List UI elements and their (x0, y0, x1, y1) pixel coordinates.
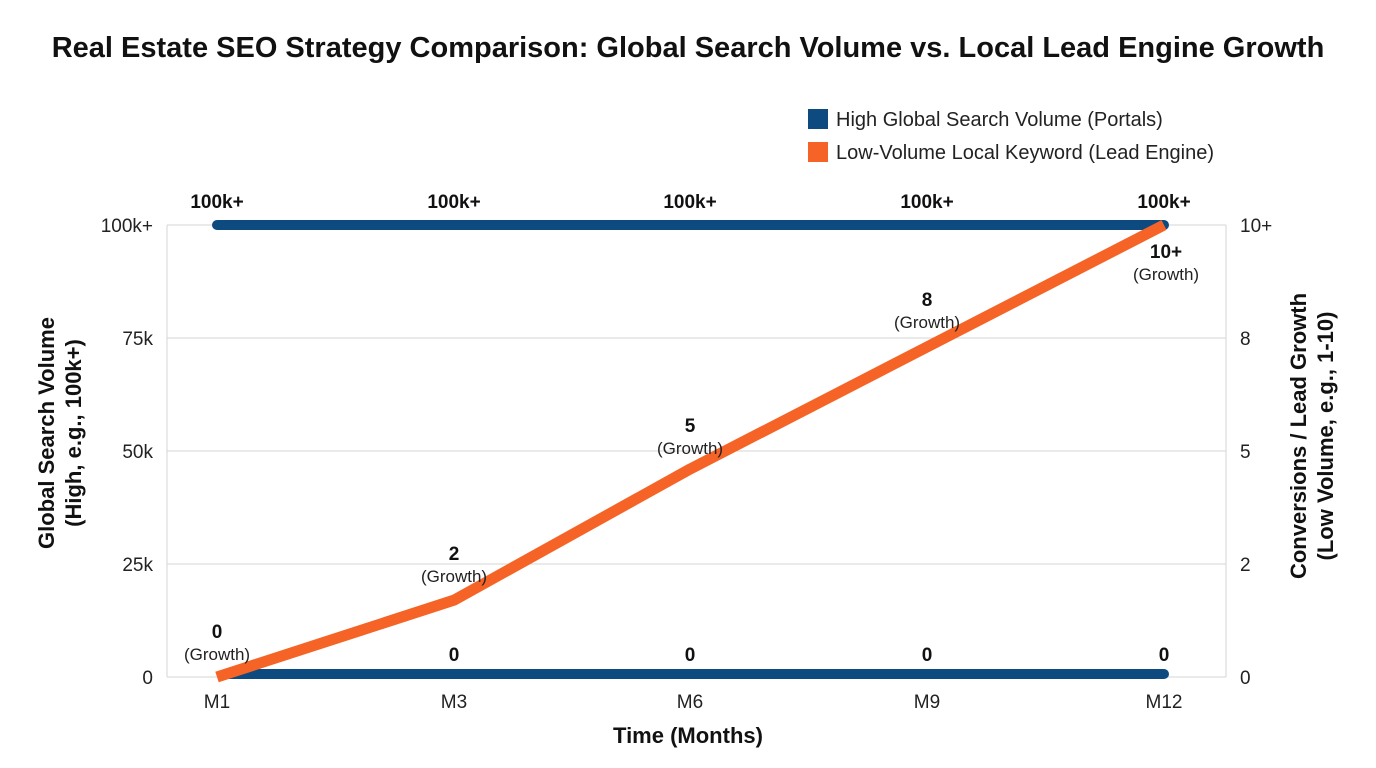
left-axis-title-line-2: (High, e.g., 100k+) (61, 339, 86, 527)
left-tick-label: 25k (122, 555, 153, 576)
legend-label-portals: High Global Search Volume (Portals) (836, 109, 1163, 131)
x-tick-label: M1 (204, 692, 230, 713)
right-tick-label: 8 (1240, 329, 1251, 350)
data-sublabel-lead-engine: (Growth) (1133, 265, 1199, 284)
series-line-lead-engine (215, 220, 1167, 683)
left-tick-label: 75k (122, 329, 153, 350)
left-axis-title: Global Search Volume (High, e.g., 100k+) (34, 317, 86, 549)
left-tick-label: 0 (142, 668, 153, 689)
x-tick-label: M3 (441, 692, 467, 713)
right-axis-title-line-2: (Low Volume, e.g., 1-10) (1313, 312, 1338, 561)
right-axis-title: Conversions / Lead Growth (Low Volume, e… (1286, 293, 1338, 579)
data-label-lead-engine: 0 (212, 622, 223, 643)
data-label-lead-engine: 10+ (1150, 242, 1182, 263)
data-label-portals-top: 100k+ (663, 192, 716, 213)
legend-label-lead-engine: Low-Volume Local Keyword (Lead Engine) (836, 142, 1214, 164)
data-label-lead-engine: 5 (685, 416, 696, 437)
data-label-portals-top: 100k+ (900, 192, 953, 213)
right-tick-label: 5 (1240, 442, 1251, 463)
legend: High Global Search Volume (Portals) Low-… (808, 109, 1214, 164)
legend-swatch-lead-engine (808, 142, 828, 162)
legend-swatch-portals (808, 109, 828, 129)
data-label-lead-engine: 8 (922, 290, 933, 311)
data-label-portals-zero: 0 (922, 645, 933, 666)
right-axis-title-line-1: Conversions / Lead Growth (1286, 293, 1311, 579)
x-axis-title: Time (Months) (613, 723, 763, 748)
data-label-portals-top: 100k+ (1137, 192, 1190, 213)
left-tick-label: 100k+ (101, 216, 153, 237)
right-tick-label: 10+ (1240, 216, 1272, 237)
data-label-portals-zero: 0 (449, 645, 460, 666)
data-sublabel-lead-engine: (Growth) (657, 439, 723, 458)
left-axis-title-line-1: Global Search Volume (34, 317, 59, 549)
data-label-portals-zero: 0 (685, 645, 696, 666)
data-label-lead-engine: 2 (449, 544, 460, 565)
left-axis-ticks: 0 25k 50k 75k 100k+ (101, 216, 154, 689)
data-label-portals-zero: 0 (1159, 645, 1170, 666)
right-axis-ticks: 0 2 5 8 10+ (1240, 216, 1272, 689)
right-tick-label: 0 (1240, 668, 1251, 689)
x-axis-ticks: M1 M3 M6 M9 M12 (204, 692, 1183, 713)
left-tick-label: 50k (122, 442, 153, 463)
right-tick-label: 2 (1240, 555, 1251, 576)
data-sublabel-lead-engine: (Growth) (894, 313, 960, 332)
x-tick-label: M12 (1146, 692, 1183, 713)
data-label-portals-top: 100k+ (427, 192, 480, 213)
data-labels: 100k+ 100k+ 100k+ 100k+ 100k+ 0 0 0 0 0 (Growth) 2 (… (184, 192, 1199, 666)
data-sublabel-lead-engine: (Growth) (184, 645, 250, 664)
series-layer (212, 220, 1169, 683)
data-sublabel-lead-engine: (Growth) (421, 567, 487, 586)
chart-title: Real Estate SEO Strategy Comparison: Glo… (52, 32, 1325, 64)
x-tick-label: M9 (914, 692, 940, 713)
axis-lines (166, 225, 1227, 677)
data-label-portals-top: 100k+ (190, 192, 243, 213)
x-tick-label: M6 (677, 692, 703, 713)
